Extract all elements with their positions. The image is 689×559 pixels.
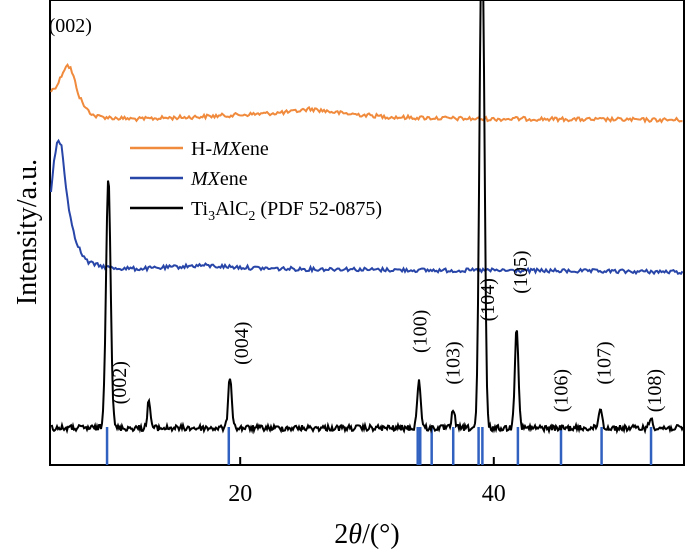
x-axis-ticks: 20 40 bbox=[228, 457, 506, 507]
peak-label-0: (002) bbox=[49, 15, 92, 37]
series-line-hmxene bbox=[50, 62, 683, 124]
plot-frame bbox=[49, 0, 685, 466]
legend: H-MXene MXene Ti3AlC2 (PDF 52-0875) bbox=[130, 138, 382, 224]
peak-label-3: (100) bbox=[410, 310, 432, 353]
peak-label-2: (004) bbox=[231, 322, 253, 365]
y-axis-label: Intensity/a.u. bbox=[12, 159, 43, 305]
legend-label-ti3alc2: Ti3AlC2 (PDF 52-0875) bbox=[191, 198, 382, 224]
peak-label-8: (107) bbox=[594, 341, 616, 384]
legend-label-mxene: MXene bbox=[190, 168, 248, 190]
peak-label-9: (108) bbox=[644, 369, 666, 412]
peak-label-4: (103) bbox=[443, 341, 465, 384]
peak-label-1: (002) bbox=[109, 361, 131, 404]
x-tick-label-40: 40 bbox=[482, 481, 506, 507]
series-group bbox=[50, 0, 684, 435]
legend-label-hmxene: H-MXene bbox=[191, 138, 269, 160]
series-line-mxene bbox=[50, 138, 684, 276]
peak-annotations: (002) (002) (004) (100) (103) (104) (105) (106)… bbox=[49, 15, 667, 412]
x-axis-label: 2θ/(°) bbox=[334, 519, 399, 550]
peak-label-6: (105) bbox=[510, 250, 532, 293]
x-tick-label-20: 20 bbox=[228, 481, 252, 507]
peak-label-5: (104) bbox=[477, 278, 499, 321]
series-line-ti3alc2 bbox=[50, 0, 684, 435]
peak-label-7: (106) bbox=[550, 369, 572, 412]
reference-lines bbox=[105, 427, 653, 465]
